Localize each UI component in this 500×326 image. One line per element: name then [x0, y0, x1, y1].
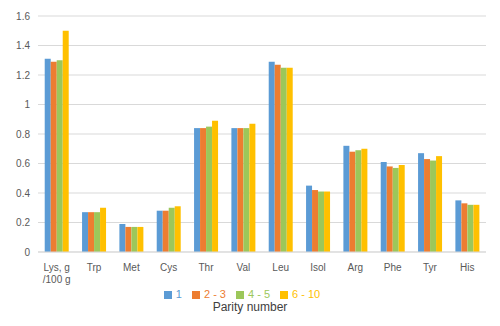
- svg-text:0.8: 0.8: [16, 129, 30, 140]
- svg-text:Isol: Isol: [310, 262, 326, 273]
- svg-text:1.4: 1.4: [16, 40, 30, 51]
- svg-text:Phe: Phe: [384, 262, 402, 273]
- html-text:1: 1: [175, 288, 182, 300]
- svg-text:1: 1: [24, 99, 30, 110]
- html-text:Parity number: Parity number: [212, 300, 288, 314]
- svg-text:1.6: 1.6: [16, 11, 30, 22]
- svg-text:Met: Met: [123, 262, 140, 273]
- html-text:6 - 10: 6 - 10: [292, 288, 321, 300]
- svg-text:0.2: 0.2: [16, 217, 30, 228]
- svg-text:0.6: 0.6: [16, 158, 30, 169]
- svg-text:Val: Val: [236, 262, 250, 273]
- html-text:2 - 3: 2 - 3: [204, 288, 226, 300]
- svg-text:0.4: 0.4: [16, 188, 30, 199]
- svg-text:Cys: Cys: [160, 262, 177, 273]
- svg-text:Tyr: Tyr: [423, 262, 438, 273]
- svg-text:0: 0: [24, 247, 30, 258]
- html-text:4 - 5: 4 - 5: [248, 288, 270, 300]
- svg-text:Thr: Thr: [199, 262, 215, 273]
- svg-text:Leu: Leu: [272, 262, 289, 273]
- svg-text:1.2: 1.2: [16, 70, 30, 81]
- svg-text:Trp: Trp: [87, 262, 102, 273]
- svg-text:His: His: [460, 262, 474, 273]
- svg-text:Lys, g/100 g: Lys, g/100 g: [43, 262, 71, 285]
- svg-text:Arg: Arg: [348, 262, 364, 273]
